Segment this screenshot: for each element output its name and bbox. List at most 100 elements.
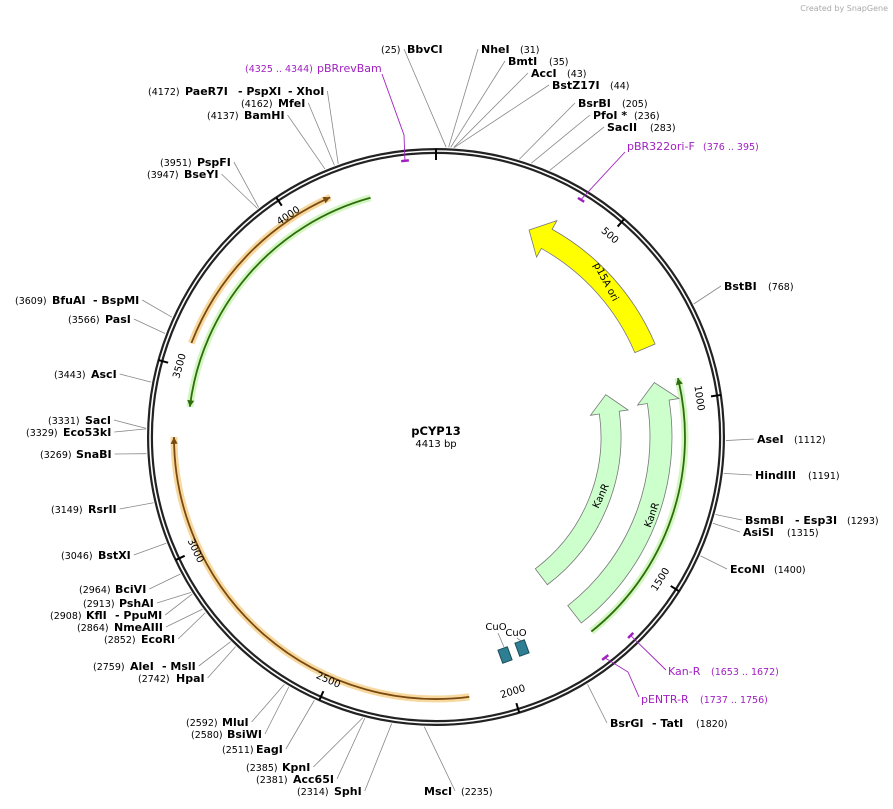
enzyme-name: EcoRI [141,633,175,646]
tick-label: 500 [599,226,621,247]
enzyme-name: SphI [334,785,362,798]
tick-mark [670,585,680,593]
enzyme-name: BsmBI [745,514,784,527]
enzyme-site: (2511) [222,745,254,756]
enzyme-site: (43) [567,69,587,80]
leader-line [264,686,290,735]
enzyme-name: AsiSI [743,526,774,539]
enzyme-site: (205) [622,99,648,110]
enzyme-name: AccI [531,67,557,80]
primer-range: (4325 .. 4344) [245,64,313,75]
plasmid-length: 4413 bp [415,439,456,450]
enzyme-site: (2908) [50,611,82,622]
feature-head [187,399,195,407]
leader-line [207,646,236,679]
enzyme-name: MluI [222,716,249,729]
enzyme-site: (3046) [61,551,93,562]
enzyme-site: (3329) [26,428,58,439]
enzyme-name: SacII [607,121,637,134]
tick-mark [616,218,625,228]
enzyme-name: - PspXI [238,85,281,98]
enzyme-site: (2759) [93,662,125,673]
enzyme-name: EcoNI [730,563,765,576]
primer-name: pENTR-R [641,693,689,706]
enzyme-name: Eco53kI [63,426,111,439]
feature-head [170,437,178,444]
enzyme-name: BfuAI [52,294,86,307]
feature-arrow [567,382,680,624]
enzyme-site: (4162) [241,99,273,110]
enzyme-site: (1293) [847,516,879,527]
leader-line [693,285,722,305]
feature-glow [188,194,332,345]
leader-line [164,593,193,616]
leader-line [336,717,366,780]
leader-line [133,542,167,556]
primer-mark [601,654,610,661]
enzyme-name: BmtI [508,55,537,68]
enzyme-name: MscI [424,785,452,798]
enzyme-name: - XhoI [288,85,324,98]
enzyme-name: BamHI [244,109,285,122]
feature-label: CuO [485,622,506,633]
enzyme-site: (25) [381,45,401,56]
enzyme-site: (3947) [147,170,179,181]
enzyme-site: (2852) [104,635,136,646]
leader-line [251,684,285,723]
primer-mark [401,159,409,163]
enzyme-name: - PpuMI [115,609,162,622]
enzyme-name: SnaBI [76,448,112,461]
enzyme-site: (2314) [297,787,329,798]
enzyme-site: (44) [610,81,630,92]
leader-line [177,612,206,640]
leader-line [313,717,364,768]
primer-name: Kan-R [668,665,701,678]
enzyme-name: NheI [481,43,510,56]
enzyme-name: AscI [91,368,117,381]
enzyme-name: - MslI [162,660,196,673]
enzyme-name: BsrBI [578,97,611,110]
primer-name: pBRrevBam [317,62,382,75]
enzyme-name: PspFI [197,156,231,169]
cuo-box [497,646,513,664]
leader-line [364,723,393,792]
enzyme-site: (2864) [77,623,109,634]
enzyme-site: (3331) [48,416,80,427]
leader-line [165,608,203,628]
primer-name: pBR322ori-F [627,140,695,153]
leader-line [114,428,147,433]
leader-line [450,60,506,148]
enzyme-name: Acc65I [293,773,334,786]
enzyme-name: AseI [757,433,784,446]
leader-line [453,72,529,148]
tick-label: 1000 [691,385,706,412]
watermark: Created by SnapGene [800,4,888,13]
leader-line [221,173,258,209]
feature-arrow [528,219,656,354]
enzyme-name: NmeAIII [114,621,163,634]
tick-label: 3500 [171,352,188,379]
enzyme-site: (2385) [246,763,278,774]
enzyme-site: (3951) [160,158,192,169]
enzyme-site: (2592) [186,718,218,729]
enzyme-site: (1820) [696,719,728,730]
enzyme-name: PaeR7I [185,85,228,98]
enzyme-site: (1191) [808,471,840,482]
enzyme-name: PasI [105,313,131,326]
enzyme-site: (283) [650,123,676,134]
enzyme-site: (2580) [191,730,223,741]
enzyme-site: (4172) [148,87,180,98]
primer-mark [627,632,635,639]
feature-glow [170,436,470,703]
enzyme-site: (3269) [40,450,72,461]
primer-range: (1737 .. 1756) [700,695,768,706]
feature-arrow [534,394,630,586]
enzyme-name: BstBI [724,280,757,293]
enzyme-name: PfoI * [593,109,627,122]
enzyme-name: HindIII [755,469,796,482]
enzyme-name: - BspMI [93,294,139,307]
enzyme-site: (2381) [256,775,288,786]
leader-line [307,102,335,166]
leader-line [700,555,728,570]
leader-line [142,299,173,318]
